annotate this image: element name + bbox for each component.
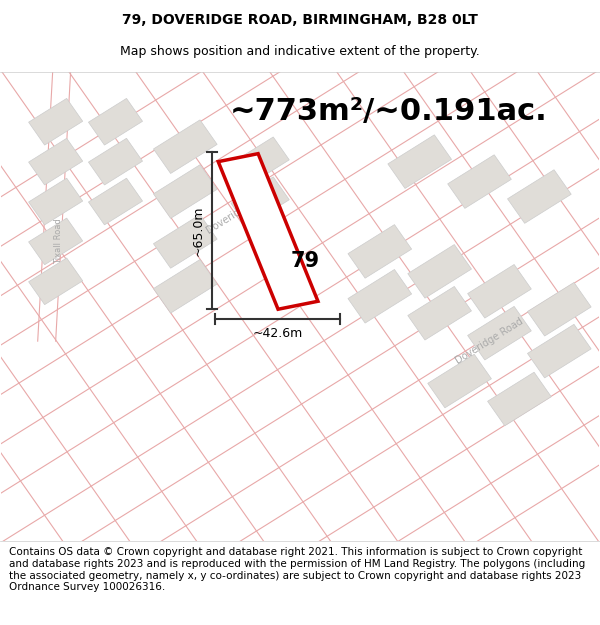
Text: ~773m²/~0.191ac.: ~773m²/~0.191ac. <box>230 98 548 126</box>
Polygon shape <box>29 258 83 304</box>
Polygon shape <box>29 178 83 225</box>
Polygon shape <box>348 224 412 278</box>
Text: ~42.6m: ~42.6m <box>253 327 302 339</box>
Polygon shape <box>428 354 491 408</box>
Text: Map shows position and indicative extent of the property.: Map shows position and indicative extent… <box>120 45 480 58</box>
Polygon shape <box>154 165 217 218</box>
Text: 79: 79 <box>290 251 320 271</box>
Text: Doveridge Road: Doveridge Road <box>205 187 276 236</box>
Polygon shape <box>88 138 143 185</box>
Polygon shape <box>448 155 511 208</box>
Polygon shape <box>154 120 217 174</box>
Polygon shape <box>527 324 591 378</box>
Polygon shape <box>388 135 452 188</box>
Polygon shape <box>508 170 571 223</box>
Polygon shape <box>88 178 143 225</box>
Polygon shape <box>88 98 143 145</box>
Polygon shape <box>231 137 289 186</box>
Text: Tixall Road: Tixall Road <box>54 219 63 264</box>
Polygon shape <box>154 259 217 313</box>
Polygon shape <box>154 214 217 268</box>
Polygon shape <box>218 154 318 309</box>
Text: Contains OS data © Crown copyright and database right 2021. This information is : Contains OS data © Crown copyright and d… <box>9 548 585 592</box>
Polygon shape <box>527 282 591 336</box>
Polygon shape <box>29 98 83 145</box>
Polygon shape <box>408 286 472 340</box>
Polygon shape <box>348 269 412 323</box>
Polygon shape <box>231 177 289 226</box>
Text: ~65.0m: ~65.0m <box>191 205 204 256</box>
Polygon shape <box>467 264 532 318</box>
Polygon shape <box>467 306 532 360</box>
Polygon shape <box>408 244 472 298</box>
Polygon shape <box>488 372 551 426</box>
Text: Doveridge Road: Doveridge Road <box>454 316 525 366</box>
Polygon shape <box>29 218 83 265</box>
Polygon shape <box>29 138 83 185</box>
Text: 79, DOVERIDGE ROAD, BIRMINGHAM, B28 0LT: 79, DOVERIDGE ROAD, BIRMINGHAM, B28 0LT <box>122 13 478 27</box>
